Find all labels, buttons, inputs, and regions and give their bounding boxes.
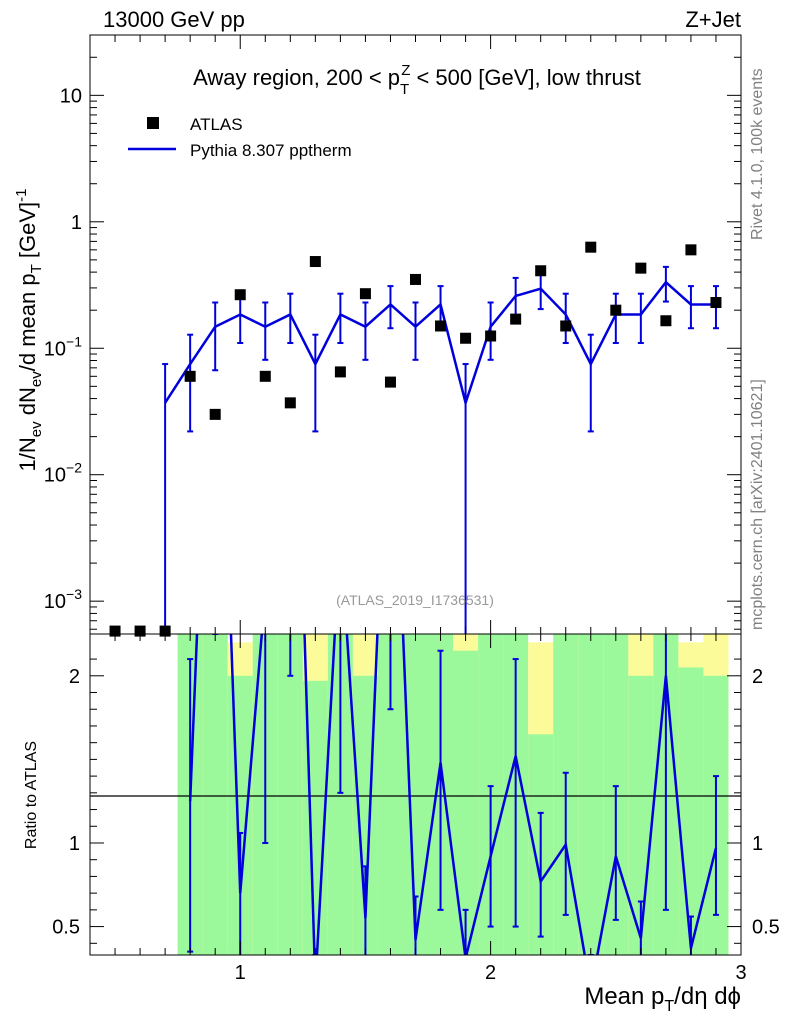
atlas-data-point xyxy=(184,370,196,382)
ratio-green-band xyxy=(678,667,704,955)
atlas-data-point xyxy=(259,370,271,382)
legend-mc-label: Pythia 8.307 pptherm xyxy=(190,141,352,160)
atlas-data-point xyxy=(334,366,346,378)
ratio-series-group xyxy=(187,634,719,955)
ratio-y-tick-label: 1 xyxy=(69,833,80,855)
atlas-data-point xyxy=(610,304,622,316)
atlas-data-point xyxy=(560,320,572,332)
atlas-data-point xyxy=(410,273,421,285)
main-y-tick-label: 10−2 xyxy=(44,460,82,487)
x-tick-label: 1 xyxy=(235,962,246,984)
ratio-green-band xyxy=(277,634,303,955)
main-panel: 10 1 10−1 10−2 10−3 Away region, 200 < pTZ <… xyxy=(44,34,742,637)
ratio-y-axis-label: Ratio to ATLAS xyxy=(23,741,40,849)
x-tick-label: 3 xyxy=(735,962,746,984)
ratio-y-tick-label-right: 1 xyxy=(752,833,763,855)
ratio-y-tick-label-right: 2 xyxy=(752,666,763,688)
x-axis-label: Mean pT/dη dϕ xyxy=(584,983,741,1015)
atlas-data-point xyxy=(384,376,396,388)
main-y-tick-label: 10−1 xyxy=(44,333,82,360)
legend-atlas-label: ATLAS xyxy=(190,115,243,134)
y-axis-label: 1/Nev dNev/d mean pT [GeV]-1 xyxy=(13,189,45,472)
atlas-data-point xyxy=(284,397,296,409)
atlas-data-point xyxy=(510,313,522,325)
ratio-panel: 1 2 3 0.5 0.5 1 1 2 2 xyxy=(52,633,780,984)
header-right: Z+Jet xyxy=(685,7,741,32)
ratio-green-band xyxy=(453,650,479,955)
atlas-data-point xyxy=(309,256,321,268)
ratio-y-tick-label: 2 xyxy=(69,666,80,688)
atlas-data-point xyxy=(435,320,447,332)
header-left: 13000 GeV pp xyxy=(103,7,245,32)
plot-title: Away region, 200 < pTZ < 500 [GeV], low … xyxy=(193,62,641,98)
main-y-tick-label: 1 xyxy=(71,212,82,234)
atlas-data-point xyxy=(485,330,497,342)
atlas-data-point xyxy=(460,332,472,344)
main-y-tick-label: 10 xyxy=(60,85,82,107)
atlas-data-point xyxy=(660,315,672,327)
atlas-data-point xyxy=(535,265,547,277)
ratio-y-tick-label-right: 0.5 xyxy=(752,917,780,939)
x-tick-label: 2 xyxy=(485,962,496,984)
atlas-data-point xyxy=(234,289,246,301)
atlas-data-point xyxy=(635,262,647,274)
ratio-series-line xyxy=(188,634,718,955)
rivet-version-label: Rivet 4.1.0, 100k events xyxy=(749,68,766,240)
atlas-data-point xyxy=(685,244,697,256)
main-y-tick-label: 10−3 xyxy=(44,586,82,613)
atlas-data-point xyxy=(209,408,221,420)
ratio-green-band xyxy=(202,634,228,955)
atlas-data-point xyxy=(359,288,371,300)
ratio-green-band xyxy=(578,634,604,955)
mcplots-label: mcplots.cern.ch [arXiv:2401.10621] xyxy=(749,379,766,630)
ratio-y-tick-label: 0.5 xyxy=(52,917,80,939)
legend-atlas-marker xyxy=(147,117,159,129)
atlas-data-point xyxy=(585,241,597,253)
analysis-watermark: (ATLAS_2019_I1736531) xyxy=(336,592,494,608)
atlas-data-point xyxy=(710,297,722,309)
